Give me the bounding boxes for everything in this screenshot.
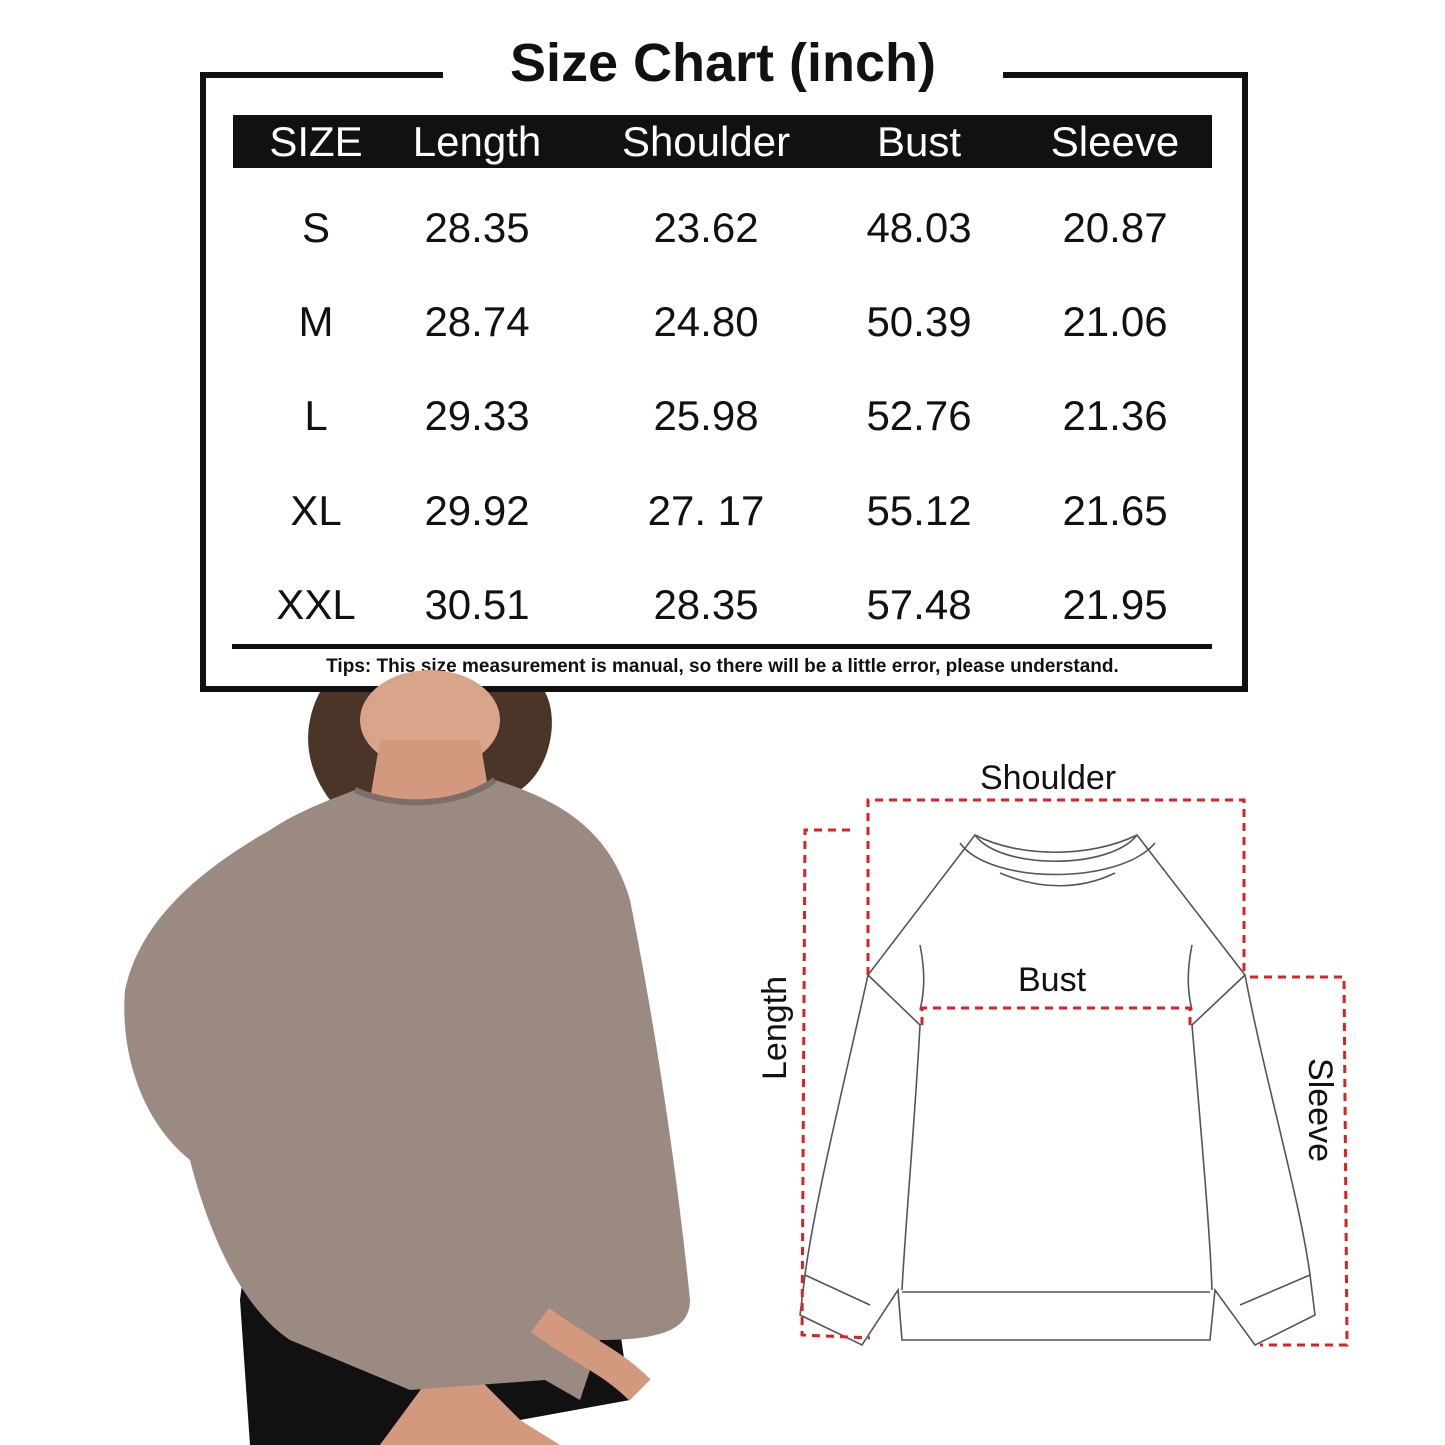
table-cell: 55.12 [866,487,972,534]
collar [353,777,497,806]
hand [531,1307,651,1401]
table-cell: 20.87 [1062,204,1168,251]
neck [370,740,490,800]
table-cell: 29.33 [424,392,530,439]
table-cell: 28.35 [424,204,530,251]
header-bust: Bust [876,118,962,165]
table-cell: 28.74 [424,298,530,345]
table-cell: 25.98 [653,392,759,439]
sleeve-dash [1250,975,1349,1347]
measure-lines [800,798,1349,1347]
legs [380,1350,560,1445]
table-header [233,115,1212,168]
sleeve-label: Sleeve [1301,1058,1339,1162]
length-label: Length [756,976,794,1080]
table-cell: 30.51 [424,581,530,628]
table-cell: 29.92 [424,487,530,534]
tips-text: Tips: This size measurement is manual, s… [326,656,1119,677]
table-cell: 27. 17 [647,487,765,534]
shoulder-label: Shoulder [980,759,1117,797]
header-sleeve: Sleeve [1050,118,1180,165]
length-dash [800,828,871,1340]
sweatshirt [124,780,690,1400]
table-bottom-rule [232,644,1212,649]
chart-title: Size Chart (inch) [443,28,1003,98]
table-cell: 52.76 [866,392,972,439]
bust-label: Bust [1018,961,1087,999]
table-cell: XXL [276,581,356,628]
table-cell: 48.03 [866,204,972,251]
table-cell: 50.39 [866,298,972,345]
table-cell: 24.80 [653,298,759,345]
header-shoulder: Shoulder [621,118,791,165]
table-cell: 23.62 [653,204,759,251]
table-cell: 21.06 [1062,298,1168,345]
header-size: SIZE [269,118,363,165]
table-cell: 57.48 [866,581,972,628]
table-cell: M [298,298,334,345]
table-cell: L [304,392,328,439]
sweatshirt-outline [799,833,1316,1347]
table-cell: 21.36 [1062,392,1168,439]
header-length: Length [412,118,542,165]
table-cell: S [301,204,331,251]
table-cell: XL [290,487,342,534]
shoulder-dash [866,798,1246,975]
table-cell: 28.35 [653,581,759,628]
table-cell: 21.95 [1062,581,1168,628]
table-cell: 21.65 [1062,487,1168,534]
bust-dash [920,1006,1192,1025]
